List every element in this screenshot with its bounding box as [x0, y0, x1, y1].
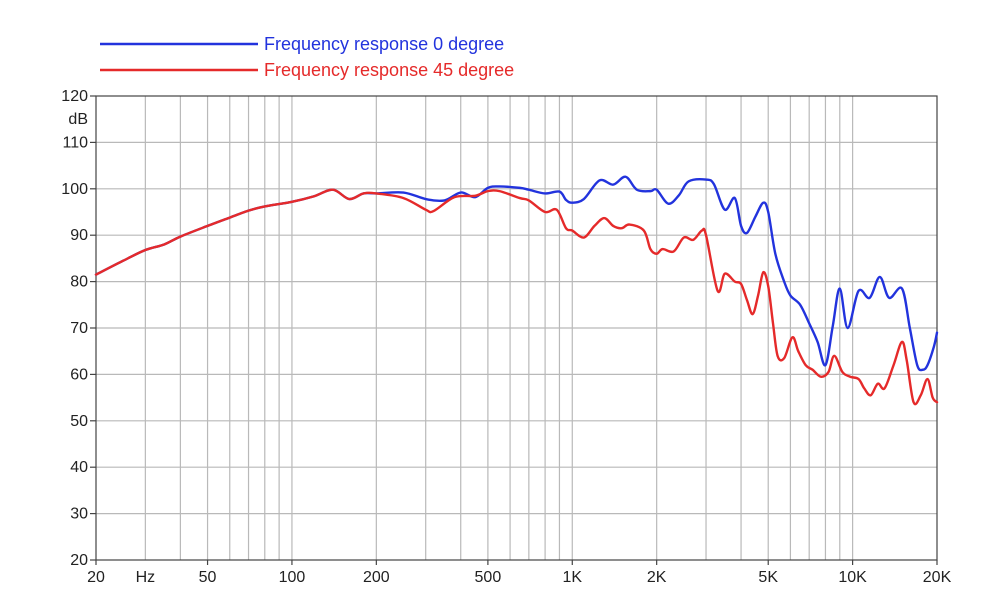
x-unit-label: Hz [136, 569, 156, 586]
x-tick-label: 1K [562, 569, 582, 586]
legend-label-45-degree: Frequency response 45 degree [264, 60, 514, 80]
series-line-45-degree [94, 188, 939, 406]
axes: 20 30 40 50 60 70 80 90 100 110 120 dB 20 50 100 200 500… [61, 88, 951, 586]
y-tick-label: 60 [70, 366, 88, 383]
grid [96, 96, 937, 560]
x-tick-label: 10K [838, 569, 867, 586]
x-tick-label: 500 [475, 569, 502, 586]
y-tick-label: 110 [62, 134, 88, 151]
x-tick-label: 50 [199, 569, 217, 586]
x-tick-label: 100 [279, 569, 306, 586]
y-unit-label: dB [68, 111, 88, 128]
legend-label-0-degree: Frequency response 0 degree [264, 34, 504, 54]
series-lines [94, 175, 939, 406]
y-tick-label: 90 [70, 227, 88, 244]
y-tick-label: 20 [70, 552, 88, 569]
x-tick-label: 2K [647, 569, 667, 586]
y-tick-label: 100 [61, 181, 88, 198]
y-tick-label: 40 [70, 459, 88, 476]
y-tick-label: 70 [70, 320, 88, 337]
x-tick-label: 200 [363, 569, 390, 586]
x-tick-label: 5K [758, 569, 778, 586]
series-line-0-degree [94, 175, 939, 372]
x-tick-label: 20 [87, 569, 105, 586]
legend: Frequency response 0 degree Frequency res… [100, 34, 514, 80]
x-tick-label: 20K [923, 569, 952, 586]
y-tick-label: 120 [61, 88, 88, 105]
y-tick-label: 80 [70, 274, 88, 291]
y-tick-label: 30 [70, 506, 88, 523]
y-tick-label: 50 [70, 413, 88, 430]
